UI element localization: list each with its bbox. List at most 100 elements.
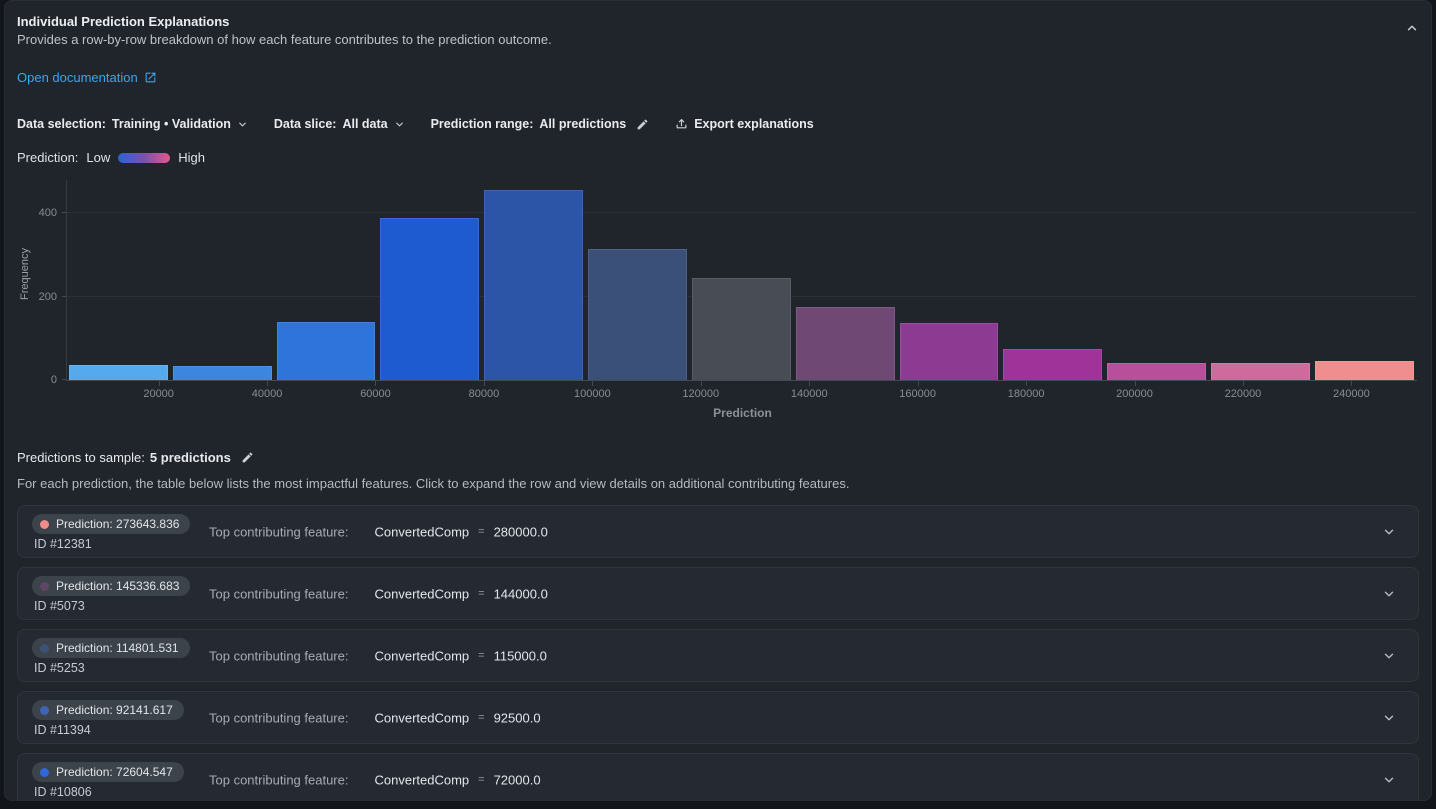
histogram-bar[interactable] <box>484 190 584 380</box>
histogram-bar[interactable] <box>380 217 480 380</box>
row-id: ID #5073 <box>34 599 85 613</box>
legend-high-label: High <box>178 150 206 165</box>
top-feature-label: Top contributing feature: <box>209 524 349 539</box>
prediction-badge-label: Prediction: 72604.547 <box>56 765 173 779</box>
x-axis-label: Prediction <box>713 406 772 420</box>
x-tick-label: 120000 <box>682 388 720 400</box>
y-tick-mark <box>62 212 66 214</box>
open-documentation-link[interactable]: Open documentation <box>17 70 157 85</box>
export-icon <box>676 119 687 129</box>
histogram-bar[interactable] <box>172 366 272 380</box>
panel-title: Individual Prediction Explanations <box>17 14 230 29</box>
histogram-bar[interactable] <box>1107 363 1207 380</box>
y-tick-label: 400 <box>38 207 57 220</box>
prediction-color-dot <box>40 519 49 529</box>
prediction-rows-list: Prediction: 273643.836 ID #12381 Top con… <box>17 505 1419 800</box>
collapse-panel-button[interactable] <box>1405 21 1419 35</box>
prediction-range-edit-button[interactable]: Prediction range: All predictions <box>431 117 650 131</box>
row-id: ID #11394 <box>34 723 91 737</box>
prediction-badge: Prediction: 92141.617 <box>32 700 184 720</box>
x-tick-mark <box>267 381 269 386</box>
prediction-gradient-pill <box>118 152 171 163</box>
equals-sign: = <box>478 649 485 662</box>
prediction-badge: Prediction: 114801.531 <box>32 638 190 658</box>
prediction-badge-label: Prediction: 145336.683 <box>56 579 180 593</box>
top-feature-label: Top contributing feature: <box>209 586 349 601</box>
histogram-bar[interactable] <box>1211 363 1310 380</box>
x-tick-mark <box>483 381 485 386</box>
individual-prediction-explanations-panel: Individual Prediction Explanations Provi… <box>4 0 1432 801</box>
y-tick-mark <box>62 295 66 297</box>
x-tick-label: 160000 <box>899 388 937 400</box>
y-tick-mark <box>62 379 66 380</box>
equals-sign: = <box>478 525 485 538</box>
prediction-color-legend: Prediction: Low High <box>17 150 1419 165</box>
histogram-bar[interactable] <box>1314 361 1414 380</box>
explanations-toolbar: Data selection: Training • Validation Da… <box>17 117 1419 131</box>
feature-name: ConvertedComp <box>374 648 470 663</box>
x-tick-label: 240000 <box>1333 388 1370 400</box>
prediction-badge-label: Prediction: 92141.617 <box>56 703 173 717</box>
equals-sign: = <box>478 711 485 724</box>
data-slice-label: Data slice: <box>273 117 337 131</box>
pencil-icon[interactable] <box>241 451 254 464</box>
histogram-bar[interactable] <box>276 321 376 380</box>
prediction-row[interactable]: Prediction: 114801.531 ID #5253 Top cont… <box>17 629 1419 682</box>
histogram-bar[interactable] <box>795 307 895 380</box>
predictions-to-sample-row: Predictions to sample: 5 predictions <box>17 450 1419 465</box>
prediction-badge: Prediction: 273643.836 <box>32 514 191 534</box>
histogram-bar[interactable] <box>691 277 791 380</box>
x-tick-mark <box>1026 381 1028 386</box>
chevron-down-icon[interactable] <box>1382 525 1396 539</box>
open-documentation-label: Open documentation <box>17 70 138 85</box>
equals-sign: = <box>478 773 485 786</box>
feature-value: 115000.0 <box>493 648 547 663</box>
chevron-down-icon[interactable] <box>1382 649 1396 663</box>
x-tick-mark <box>917 381 919 386</box>
prediction-row[interactable]: Prediction: 92141.617 ID #11394 Top cont… <box>17 691 1419 744</box>
prediction-badge: Prediction: 72604.547 <box>32 762 184 782</box>
row-id: ID #12381 <box>34 537 92 551</box>
external-link-icon <box>145 72 156 83</box>
prediction-row[interactable]: Prediction: 273643.836 ID #12381 Top con… <box>17 505 1419 558</box>
row-id: ID #5253 <box>34 661 85 675</box>
data-slice-dropdown[interactable]: Data slice: All data <box>274 117 405 131</box>
x-tick-mark <box>1242 381 1244 386</box>
prediction-range-value: All predictions <box>539 117 627 131</box>
chevron-down-icon[interactable] <box>1382 587 1396 601</box>
chevron-down-icon[interactable] <box>1382 711 1396 725</box>
feature-name: ConvertedComp <box>374 710 470 725</box>
plot-area: 0 200 400 20000 40000 60000 80000 100000 120000 1… <box>39 180 1417 400</box>
x-tick-label: 60000 <box>360 388 391 400</box>
feature-value: 144000.0 <box>493 586 548 601</box>
predictions-to-sample-label: Predictions to sample: <box>17 450 145 465</box>
feature-value: 72000.0 <box>493 772 541 787</box>
histogram-bar[interactable] <box>899 322 999 380</box>
data-selection-dropdown[interactable]: Data selection: Training • Validation <box>17 117 248 131</box>
prediction-row[interactable]: Prediction: 72604.547 ID #10806 Top cont… <box>17 753 1419 800</box>
predictions-to-sample-value: 5 predictions <box>149 450 231 465</box>
y-gridline <box>67 212 1417 214</box>
x-tick-label: 180000 <box>1007 388 1045 400</box>
legend-label: Prediction: <box>17 150 79 165</box>
top-feature-label: Top contributing feature: <box>209 648 349 663</box>
histogram-bar[interactable] <box>1003 349 1103 380</box>
x-tick-label: 40000 <box>251 388 283 400</box>
histogram-bar[interactable] <box>69 365 168 380</box>
y-tick-label: 0 <box>50 374 57 386</box>
prediction-color-dot <box>40 643 49 653</box>
chevron-down-icon[interactable] <box>1382 773 1396 787</box>
x-tick-mark <box>592 381 594 386</box>
data-slice-value: All data <box>342 117 388 131</box>
x-tick-mark <box>158 381 160 386</box>
prediction-badge-label: Prediction: 273643.836 <box>56 517 180 531</box>
chevron-down-icon <box>395 122 403 126</box>
feature-value: 280000.0 <box>493 524 548 539</box>
panel-subtitle: Provides a row-by-row breakdown of how e… <box>17 32 552 47</box>
top-feature-label: Top contributing feature: <box>209 710 349 725</box>
export-explanations-button[interactable]: Export explanations <box>675 117 814 131</box>
histogram-bar[interactable] <box>588 248 687 380</box>
prediction-badge: Prediction: 145336.683 <box>32 576 191 596</box>
prediction-row[interactable]: Prediction: 145336.683 ID #5073 Top cont… <box>17 567 1419 620</box>
x-tick-label: 200000 <box>1116 388 1153 400</box>
